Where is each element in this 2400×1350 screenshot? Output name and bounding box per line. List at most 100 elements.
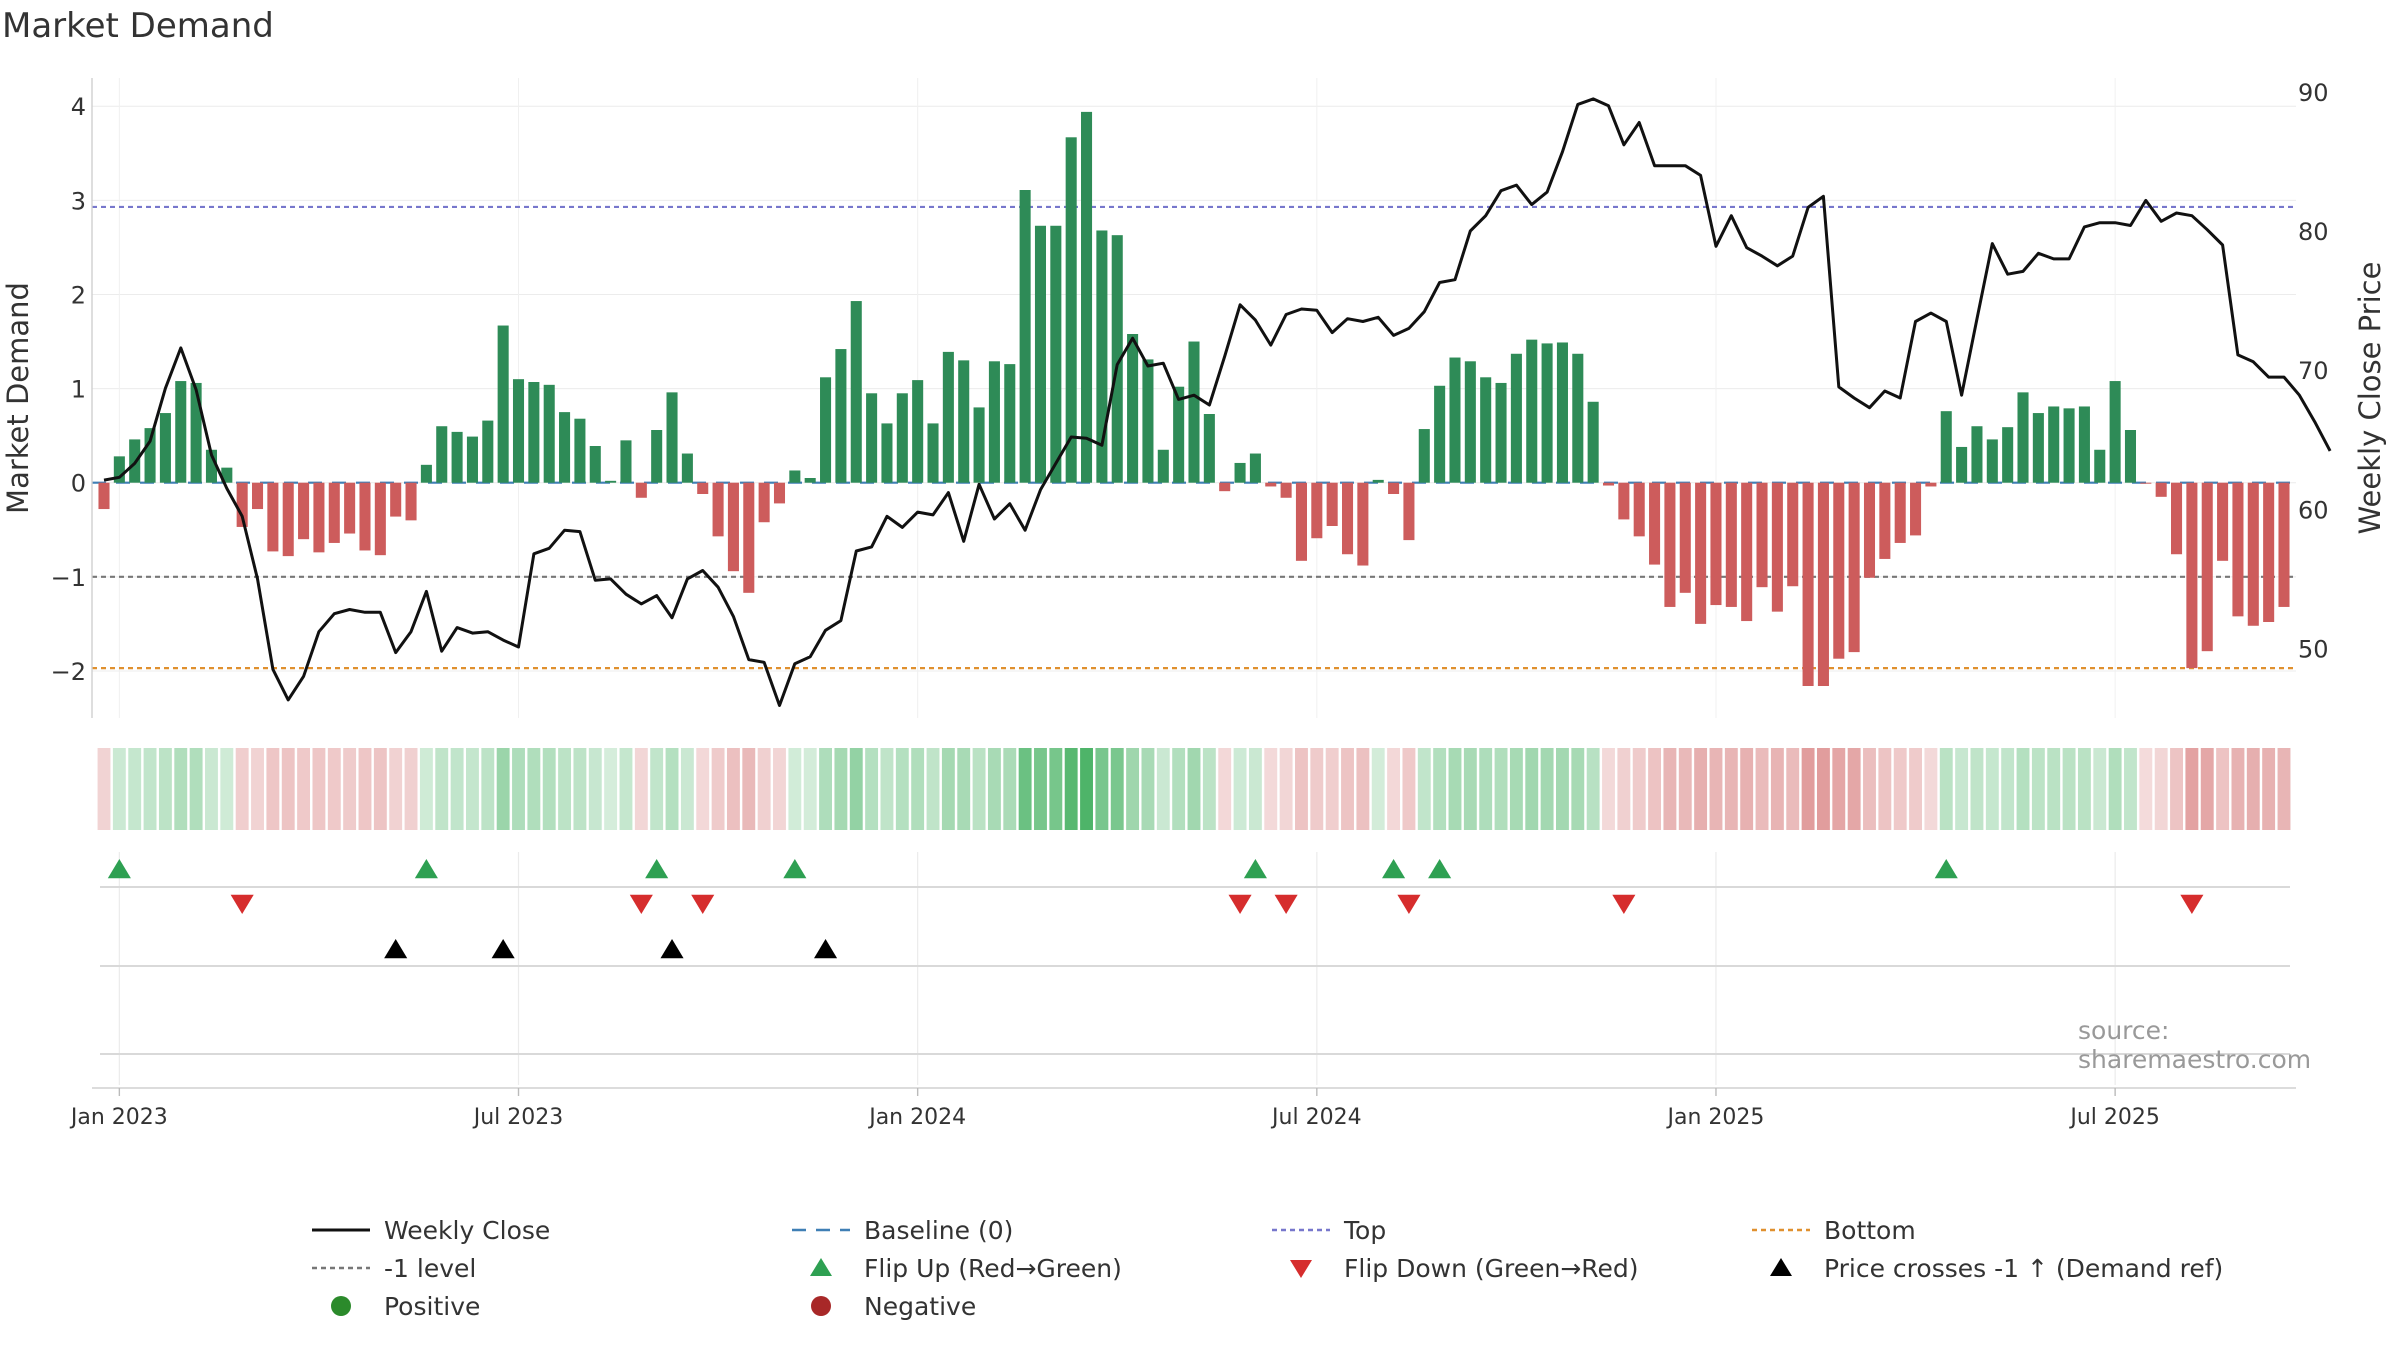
heatmap-cell <box>1786 748 1800 830</box>
heatmap-cell <box>987 748 1001 830</box>
flip-up-marker <box>107 859 131 879</box>
demand-bar <box>1050 225 1062 483</box>
close-line-layer <box>103 97 2332 707</box>
demand-bar <box>436 426 448 483</box>
demand-bar <box>528 382 540 483</box>
demand-bar <box>451 431 463 483</box>
demand-bar <box>881 423 893 483</box>
heatmap-cell <box>2047 748 2061 830</box>
flip-down-marker <box>1274 894 1298 914</box>
legend-label: Top <box>1344 1215 1387 1245</box>
demand-bar <box>589 446 601 483</box>
heatmap-cell <box>2231 748 2245 830</box>
demand-bar <box>1940 411 1952 483</box>
heatmap-cell <box>1371 748 1385 830</box>
demand-bar <box>251 482 264 510</box>
demand-bar <box>2124 430 2137 483</box>
legend-key-bottom-icon <box>1752 1228 1810 1232</box>
demand-bar <box>1311 482 1323 539</box>
y-tick-label-left: 1 <box>71 376 86 404</box>
flip-up-marker <box>783 859 807 879</box>
demand-bar <box>896 393 908 483</box>
heatmap-cell <box>481 748 495 830</box>
demand-bar <box>1817 482 1829 686</box>
heatmap-cell <box>1709 748 1723 830</box>
heatmap-cell <box>849 748 863 830</box>
demand-bar <box>344 482 356 534</box>
heatmap-cell <box>2277 748 2291 830</box>
demand-bar <box>1219 482 1231 492</box>
demand-bar <box>681 453 693 483</box>
demand-bar <box>267 482 279 552</box>
y-tick-label-right: 90 <box>2298 79 2329 107</box>
heatmap-cell <box>865 748 879 830</box>
heatmap-cell <box>696 748 710 830</box>
flip-up-marker <box>645 859 669 879</box>
y-tick-label-left: −2 <box>51 658 86 686</box>
demand-bar <box>313 482 325 553</box>
heatmap-cell <box>1126 748 1140 830</box>
demand-bar <box>1265 482 1277 487</box>
heatmap-cell <box>343 748 357 830</box>
heatmap-cell <box>312 748 326 830</box>
demand-bar <box>144 428 156 483</box>
demand-bar <box>405 482 417 521</box>
demand-bar <box>1127 334 1139 483</box>
heatmap-cell <box>742 748 756 830</box>
heatmap-cell <box>112 748 126 830</box>
heatmap-cell <box>1632 748 1646 830</box>
demand-bar <box>113 456 125 483</box>
demand-bar <box>1510 353 1522 483</box>
demand-bar <box>850 301 862 483</box>
demand-bar <box>1986 439 1998 483</box>
demand-bar <box>1249 453 1261 483</box>
heatmap-cell <box>1617 748 1631 830</box>
heatmap-cell <box>1248 748 1262 830</box>
heatmap-cell <box>542 748 556 830</box>
x-tick-label: Jul 2025 <box>2068 1105 2160 1130</box>
demand-bar <box>1019 190 1031 483</box>
price-cross-marker <box>384 939 408 959</box>
heatmap-cell <box>189 748 203 830</box>
demand-bar <box>1741 482 1753 622</box>
heatmap-cell <box>2154 748 2168 830</box>
heatmap-cell <box>2246 748 2260 830</box>
heatmap-cell <box>1018 748 1032 830</box>
flip-up-marker <box>1243 859 1267 879</box>
demand-bar <box>559 412 571 483</box>
heatmap-cell <box>1571 748 1585 830</box>
demand-bar <box>359 482 371 551</box>
heatmap-cell <box>266 748 280 830</box>
demand-bar <box>1771 482 1783 612</box>
heatmap-cell <box>235 748 249 830</box>
demand-bar <box>712 482 724 537</box>
legend-key-positive-icon <box>331 1296 351 1316</box>
demand-bar <box>2217 482 2229 561</box>
heatmap-cell <box>1847 748 1861 830</box>
legend-item-line: Weekly Close <box>310 1212 550 1248</box>
demand-bar <box>2094 449 2106 483</box>
heatmap-cell <box>1494 748 1508 830</box>
demand-bar <box>390 482 402 517</box>
heatmap-cell <box>1724 748 1738 830</box>
heatmap-cell <box>1832 748 1846 830</box>
heatmap-cell <box>220 748 234 830</box>
demand-bar <box>1157 449 1169 483</box>
demand-bar <box>605 480 617 483</box>
demand-bar <box>2232 482 2244 617</box>
demand-bar <box>466 436 478 483</box>
heatmap-cell <box>1156 748 1170 830</box>
heatmap-cell <box>1878 748 1892 830</box>
heatmap-cell <box>1448 748 1462 830</box>
heatmap-cell <box>573 748 587 830</box>
demand-bar <box>820 377 832 483</box>
legend-item-cross: Price crosses -1 ↑ (Demand ref) <box>1750 1250 2223 1286</box>
heatmap-cell <box>1463 748 1477 830</box>
heatmap-cell <box>1279 748 1293 830</box>
legend-label: Flip Down (Green→Red) <box>1344 1253 1639 1283</box>
demand-bar <box>2002 427 2014 483</box>
heatmap-cell <box>2062 748 2076 830</box>
heatmap-cell <box>1602 748 1615 830</box>
demand-bar <box>1802 482 1814 686</box>
